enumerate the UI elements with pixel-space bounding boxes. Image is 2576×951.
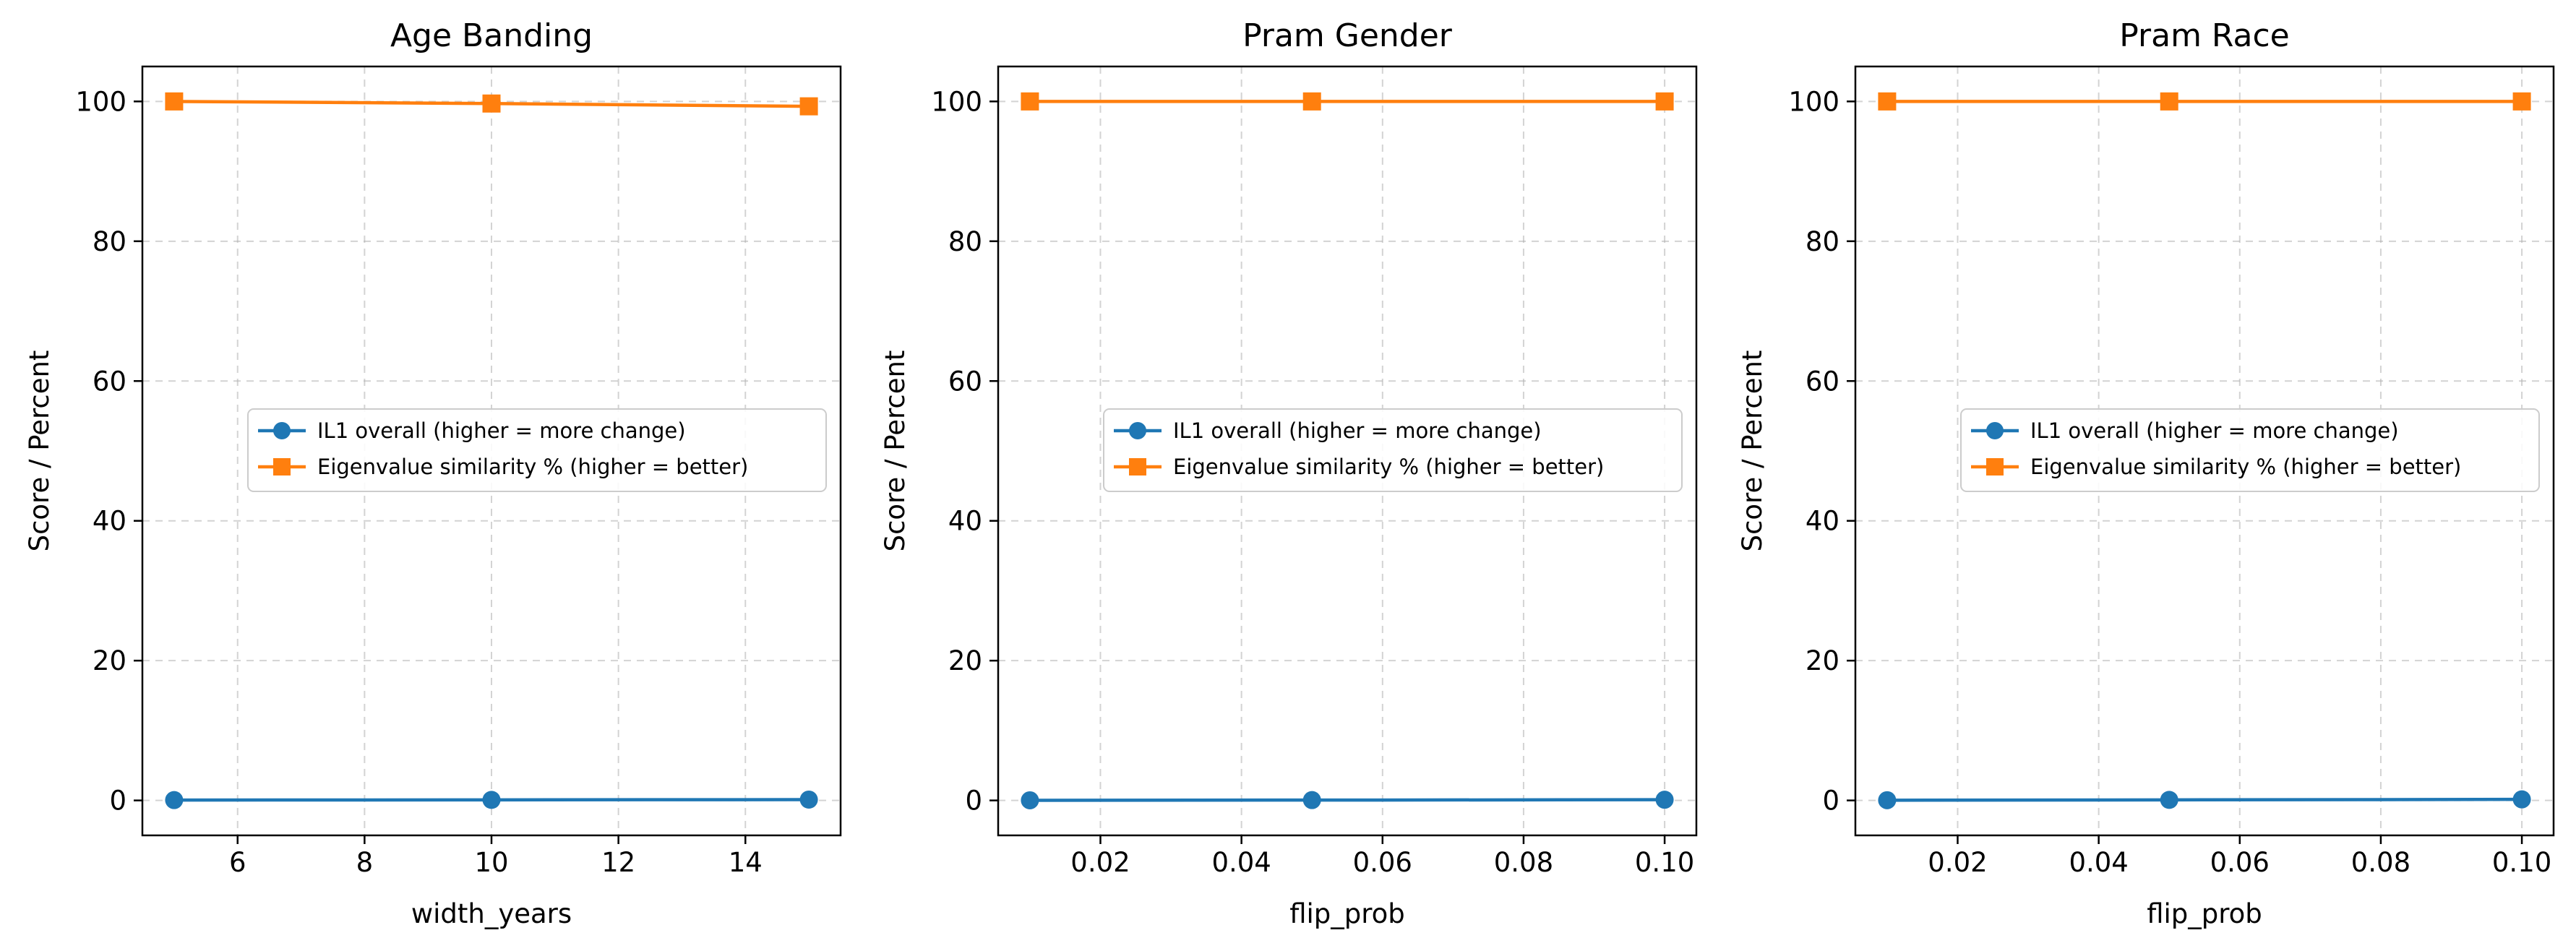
legend-box <box>1960 408 2540 492</box>
x-tick-label: 8 <box>356 847 374 878</box>
data-point-eigen <box>165 92 184 111</box>
x-tick-label: 12 <box>601 847 635 878</box>
legend: IL1 overall (higher = more change) Eigenv… <box>1960 408 2540 492</box>
legend-marker-square <box>1986 458 2004 476</box>
plot-frame <box>1854 65 2555 837</box>
y-axis-label: Score / Percent <box>1737 350 1768 552</box>
data-point-eigen <box>1021 92 1039 111</box>
data-point-eigen <box>2160 92 2178 111</box>
x-tick-label: 0.06 <box>2210 847 2270 878</box>
data-point-eigen <box>482 94 501 113</box>
data-point-il1 <box>482 791 501 809</box>
y-tick-label: 80 <box>93 226 126 257</box>
data-point-il1 <box>2160 791 2178 809</box>
y-tick-label: 100 <box>75 86 126 117</box>
y-tick-label: 0 <box>109 786 126 817</box>
data-point-il1 <box>1302 791 1321 809</box>
series-line-il1 <box>1886 797 2523 802</box>
x-tick-label: 0.02 <box>1070 847 1130 878</box>
y-tick-label: 40 <box>948 506 982 537</box>
y-tick-label: 20 <box>93 645 126 676</box>
legend-label: IL1 overall (higher = more change) <box>317 418 686 443</box>
x-tick-label: 6 <box>229 847 246 878</box>
y-tick-label: 40 <box>93 506 126 537</box>
legend-label: IL1 overall (higher = more change) <box>2030 418 2399 443</box>
y-tick-label: 0 <box>1822 786 1839 817</box>
data-point-il1 <box>2512 790 2531 809</box>
x-axis-label: width_years <box>411 898 572 929</box>
legend-label: Eigenvalue similarity % (higher = better… <box>2030 455 2461 479</box>
legend-label: Eigenvalue similarity % (higher = better… <box>1173 455 1604 479</box>
x-tick-label: 0.04 <box>2069 847 2128 878</box>
data-point-il1 <box>1655 791 1674 809</box>
x-tick-label: 0.08 <box>2351 847 2410 878</box>
chart-panel-3: 0.02 0.04 0.06 0.08 0.10 0 20 40 60 80 100 Pram Rac… <box>1737 17 2555 929</box>
y-tick-label: 40 <box>1806 506 1839 537</box>
y-tick-label: 60 <box>93 366 126 397</box>
y-tick-label: 60 <box>948 366 982 397</box>
x-tick-label: 0.10 <box>2492 847 2551 878</box>
x-axis-label: flip_prob <box>1289 898 1405 929</box>
data-point-eigen <box>1655 92 1674 111</box>
chart-title: Age Banding <box>390 17 593 54</box>
x-tick-label: 0.04 <box>1211 847 1271 878</box>
legend-marker-circle <box>273 422 291 439</box>
series-line-il1 <box>1029 798 1665 802</box>
x-tick-label: 10 <box>474 847 508 878</box>
y-tick-label: 20 <box>1806 645 1839 676</box>
legend: IL1 overall (higher = more change) Eigenv… <box>247 408 827 492</box>
data-point-il1 <box>1878 791 1897 809</box>
data-point-eigen <box>799 97 818 116</box>
chart-panel-2: 0.02 0.04 0.06 0.08 0.10 0 20 40 60 80 100 Pram Gen… <box>880 17 1698 929</box>
legend-marker-square <box>273 458 291 476</box>
x-tick-label: 0.10 <box>1635 847 1694 878</box>
legend-marker-circle <box>1986 422 2004 439</box>
y-tick-label: 0 <box>965 786 982 817</box>
y-axis-label: Score / Percent <box>24 350 55 552</box>
chart-panel-1: 6 8 10 12 14 0 20 40 60 80 100 Age Banding width_yea… <box>24 17 842 929</box>
x-tick-label: 0.06 <box>1353 847 1412 878</box>
y-tick-label: 80 <box>948 226 982 257</box>
data-point-il1 <box>799 790 818 809</box>
chart-title: Pram Gender <box>1242 17 1453 54</box>
data-point-eigen <box>1878 92 1897 111</box>
data-point-il1 <box>1021 791 1039 809</box>
chart-title: Pram Race <box>2119 17 2290 54</box>
data-point-il1 <box>165 791 184 809</box>
y-tick-label: 20 <box>948 645 982 676</box>
y-axis-label: Score / Percent <box>880 350 911 552</box>
legend-marker-square <box>1129 458 1146 476</box>
y-tick-label: 100 <box>1788 86 1839 117</box>
y-tick-label: 80 <box>1806 226 1839 257</box>
plot-frame <box>997 65 1698 837</box>
x-tick-label: 0.02 <box>1928 847 1987 878</box>
legend-label: Eigenvalue similarity % (higher = better… <box>317 455 748 479</box>
y-tick-label: 100 <box>931 86 982 117</box>
x-axis-label: flip_prob <box>2147 898 2262 929</box>
legend-box <box>247 408 827 492</box>
legend-label: IL1 overall (higher = more change) <box>1173 418 1542 443</box>
legend-box <box>1103 408 1683 492</box>
x-tick-label: 14 <box>729 847 763 878</box>
legend-marker-circle <box>1129 422 1146 439</box>
data-point-eigen <box>1302 92 1321 111</box>
y-tick-label: 60 <box>1806 366 1839 397</box>
x-tick-label: 0.08 <box>1494 847 1553 878</box>
legend: IL1 overall (higher = more change) Eigenv… <box>1103 408 1683 492</box>
data-point-eigen <box>2512 92 2531 111</box>
